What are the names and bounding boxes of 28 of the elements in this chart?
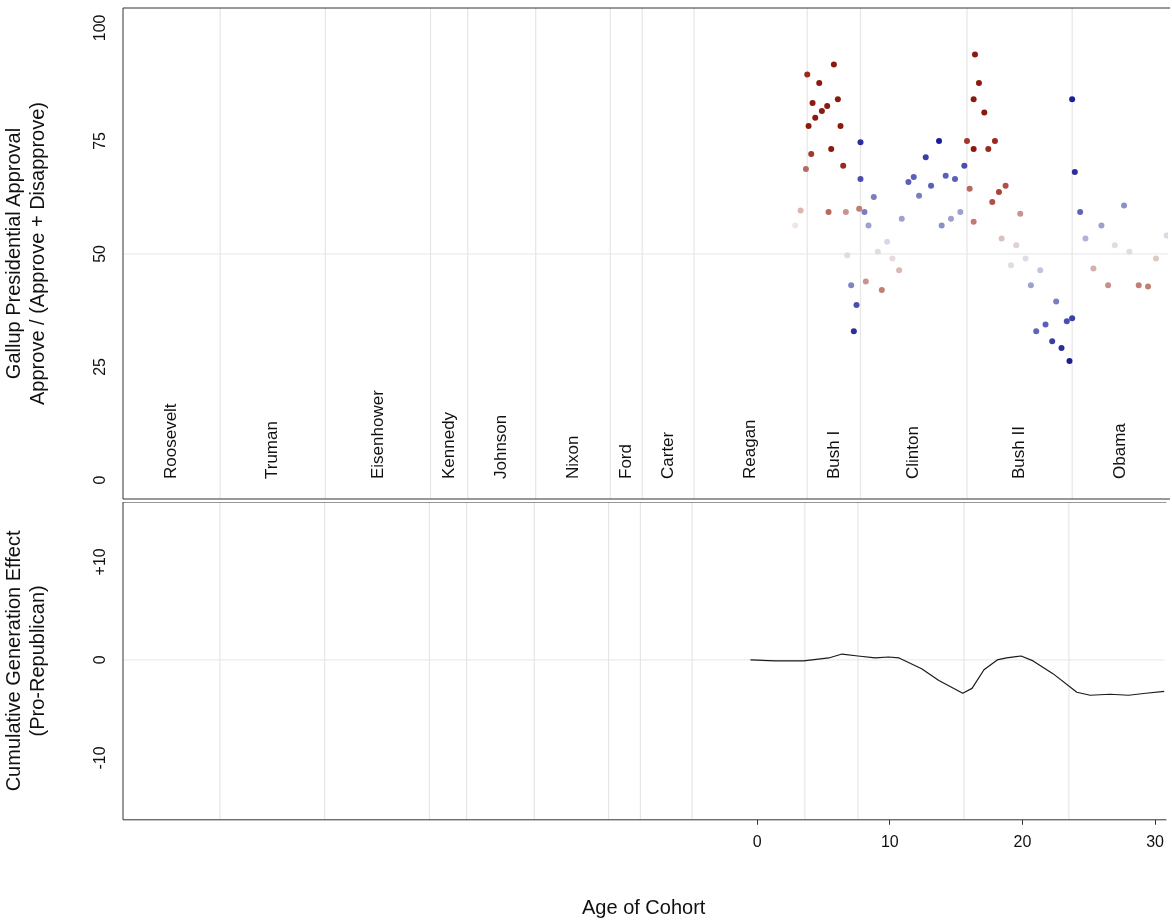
y-tick-label: 50 — [91, 244, 109, 263]
y-tick-label: 0 — [91, 475, 109, 485]
annotation: Bush I — [823, 430, 843, 479]
annotation: Ford — [615, 444, 635, 479]
y-tick-label: 25 — [91, 357, 109, 376]
annotation: Bush II — [1009, 426, 1029, 479]
x-tick-label: 20 — [1013, 832, 1032, 850]
annotation: Reagan — [740, 419, 760, 479]
annotation: Obama — [1109, 422, 1129, 479]
y-tick-label: +10 — [91, 548, 109, 576]
y-tick-label: 100 — [91, 14, 109, 42]
annotation: Carter — [657, 431, 677, 479]
annotation: Nixon — [562, 435, 582, 479]
annotation: Truman — [262, 421, 282, 479]
x-tick-label: 30 — [1146, 832, 1165, 850]
y-axis-title: Cumulative Generation Effect (Pro-Republican) — [1, 530, 48, 792]
x-axis-title: Age of Cohort — [581, 895, 706, 918]
annotation: Kennedy — [438, 411, 458, 479]
annotation: Roosevelt — [161, 403, 181, 479]
annotation: Johnson — [491, 414, 511, 479]
y-tick-label: 75 — [91, 131, 109, 150]
y-tick-label: -10 — [91, 746, 109, 770]
annotation: Clinton — [903, 426, 923, 479]
y-axis-title: Gallup Presidential Approval Approve / (Approve + Disapprove) — [1, 102, 48, 405]
y-tick-label: 0 — [91, 655, 109, 665]
x-tick-label: 10 — [880, 832, 899, 850]
x-tick-label: 0 — [752, 832, 762, 850]
annotation: Eisenhower — [367, 389, 387, 479]
